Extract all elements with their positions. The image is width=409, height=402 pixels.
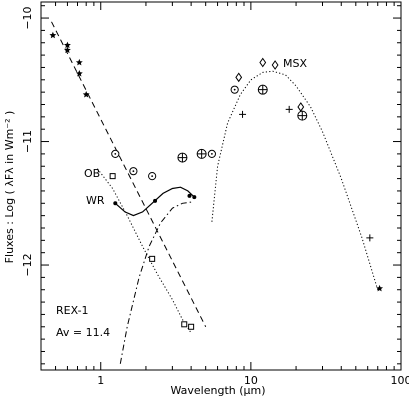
annotation-av: Av = 11.4 (56, 326, 110, 339)
circle-dot-center (151, 175, 154, 178)
model-curves (51, 21, 379, 364)
circle-dot-center (210, 152, 213, 155)
square-marker (181, 321, 188, 328)
y-tick-label: −11 (21, 130, 34, 153)
circle-dot-marker (148, 172, 157, 181)
diamond-marker (235, 72, 243, 83)
annotation-wr: WR (86, 194, 105, 207)
diamond-marker (271, 60, 279, 70)
diamond-marker (259, 57, 267, 68)
x-tick-label: 10 (244, 374, 258, 387)
circle-plus-cross (258, 85, 268, 95)
dot-marker (192, 195, 197, 200)
tick-labels: 1 10 100 −10 −11 −12 (21, 6, 409, 387)
circle-dot-marker (129, 167, 138, 176)
circle-plus-cross (177, 153, 187, 163)
circle-plus-marker (196, 148, 207, 159)
plus-marker (285, 105, 293, 113)
curve-dashed (51, 21, 207, 328)
curve-dotted (211, 70, 379, 290)
circle-dot-marker (230, 85, 239, 94)
curve-dashdot (119, 201, 192, 364)
circle-dot-marker (207, 149, 216, 158)
square-marker (149, 255, 156, 262)
circle-dot-center (114, 152, 117, 155)
circle-plus-marker (257, 84, 268, 95)
square-marker (109, 173, 116, 180)
data-markers (49, 31, 384, 330)
annotation-msx: MSX (283, 57, 307, 70)
circle-plus-marker (177, 152, 188, 163)
circle-dot-marker (111, 149, 120, 158)
square-marker (188, 323, 195, 330)
dot-marker (187, 193, 192, 198)
curve-solid (114, 186, 195, 217)
star-marker (75, 70, 83, 77)
x-axis-label: Wavelength (μm) (170, 384, 265, 397)
star-marker (49, 31, 57, 39)
circle-dot-center (132, 170, 135, 173)
star-marker (64, 46, 71, 54)
curve-dotted (97, 168, 192, 334)
y-tick-label: −10 (21, 6, 34, 29)
plot-frame (40, 1, 402, 371)
star-marker (75, 58, 83, 66)
plus-marker (239, 110, 247, 118)
star-marker (376, 284, 384, 292)
star-marker (64, 41, 71, 49)
dot-marker (153, 198, 158, 203)
plot-border (40, 1, 402, 371)
y-tick-label: −12 (21, 253, 34, 276)
x-tick-label: 100 (391, 374, 409, 387)
circle-plus-cross (297, 111, 307, 121)
x-tick-label: 1 (97, 374, 104, 387)
diamond-marker (297, 102, 305, 112)
star-marker (82, 91, 90, 98)
plus-marker (366, 234, 374, 242)
circle-plus-cross (197, 149, 207, 159)
circle-dot-center (233, 88, 236, 91)
dot-marker (113, 201, 118, 206)
annotation-ob: OB (84, 167, 100, 180)
circle-plus-marker (297, 110, 308, 121)
annotation-rex1: REX-1 (56, 304, 89, 317)
y-axis-label: Fluxes : Log ( λFλ in Wm⁻² ) (3, 111, 16, 264)
